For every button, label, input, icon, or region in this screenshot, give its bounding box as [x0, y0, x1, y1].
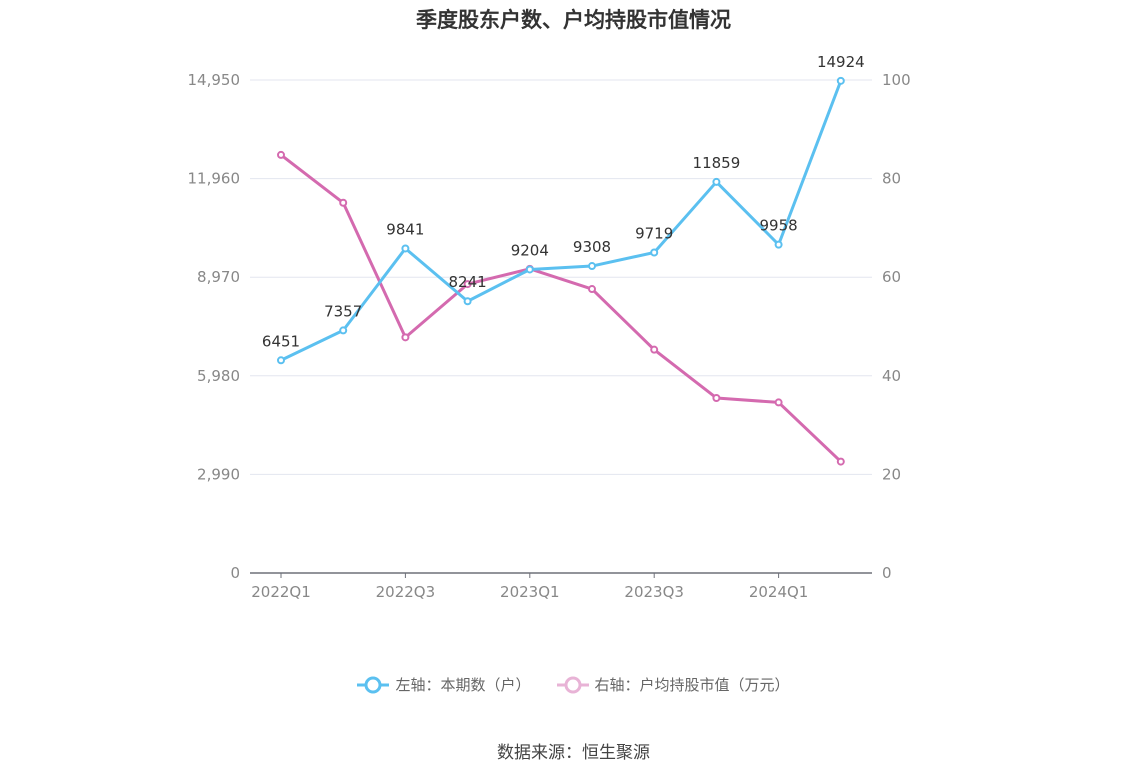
x-axis-tick-label: 2023Q3: [624, 583, 684, 601]
data-point-right[interactable]: [463, 280, 472, 289]
legend-item-left[interactable]: 左轴：本期数（户）: [357, 674, 531, 695]
left-axis-tick-label: 5,980: [197, 367, 240, 385]
data-point-left[interactable]: [525, 265, 534, 274]
data-point-right[interactable]: [401, 333, 410, 342]
right-axis-tick-label: 40: [882, 367, 901, 385]
data-point-right[interactable]: [588, 285, 596, 294]
data-point-right[interactable]: [712, 393, 721, 402]
data-label: 14924: [817, 53, 865, 71]
left-axis-tick-label: 14,950: [188, 71, 241, 89]
series-line-left: [280, 80, 843, 362]
x-axis-tick-label: 2024Q1: [749, 583, 809, 601]
x-axis-tick-label: 2022Q3: [376, 583, 436, 601]
left-axis-tick-label: 2,990: [197, 465, 240, 483]
data-labels: 6451 7357 9841 8241 9204 9308 9719 11859 9958 149…: [262, 53, 865, 350]
legend-label-right: 右轴：户均持股市值（万元）: [594, 676, 790, 694]
data-point-left[interactable]: [277, 356, 285, 365]
data-point-right[interactable]: [650, 345, 659, 354]
data-label: 11859: [693, 154, 741, 172]
data-point-left[interactable]: [836, 76, 845, 85]
data-label: 9308: [573, 238, 611, 256]
data-point-right[interactable]: [774, 398, 783, 407]
data-point-right[interactable]: [836, 457, 845, 466]
legend-swatch-pink-icon: [556, 676, 589, 693]
right-axis-tick-label: 80: [882, 170, 901, 188]
gridlines: [250, 79, 872, 475]
data-point-left[interactable]: [588, 262, 596, 271]
legend: 左轴：本期数（户） 右轴：户均持股市值（万元）: [0, 674, 1147, 695]
data-label: 9719: [635, 225, 673, 243]
right-axis-tick-label: 20: [882, 465, 901, 483]
legend-item-right[interactable]: 右轴：户均持股市值（万元）: [556, 674, 790, 695]
data-point-right[interactable]: [277, 150, 285, 159]
x-axis-tick-label: 2023Q1: [500, 583, 560, 601]
left-axis-tick-label: 0: [230, 564, 240, 582]
data-point-left[interactable]: [650, 248, 659, 257]
data-source: 数据来源：恒生聚源: [497, 743, 650, 763]
data-point-left[interactable]: [401, 244, 410, 253]
data-label: 8241: [449, 273, 487, 291]
data-label: 7357: [324, 302, 362, 320]
legend-label-left: 左轴：本期数（户）: [395, 676, 531, 694]
legend-swatch-blue-icon: [357, 676, 390, 693]
data-point-left[interactable]: [463, 297, 472, 306]
axes: 0 0 2,990 20 5,980 40 8,970 60 11,960 80 14,950 100…: [188, 71, 911, 601]
chart-title: 季度股东户数、户均持股市值情况: [416, 8, 731, 32]
data-label: 6451: [262, 332, 300, 350]
series-lines: [277, 76, 845, 466]
left-axis-tick-label: 8,970: [197, 268, 240, 286]
right-axis-tick-label: 60: [882, 268, 901, 286]
data-point-left[interactable]: [774, 240, 783, 249]
data-point-left[interactable]: [712, 177, 721, 186]
right-axis-tick-label: 0: [882, 564, 892, 582]
right-axis-tick-label: 100: [882, 71, 911, 89]
data-point-left[interactable]: [339, 326, 348, 335]
data-label: 9958: [760, 217, 798, 235]
data-point-right[interactable]: [339, 198, 348, 207]
data-label: 9841: [386, 220, 424, 238]
x-axis-tick-label: 2022Q1: [251, 583, 311, 601]
series-line-right: [280, 153, 842, 463]
left-axis-tick-label: 11,960: [188, 170, 241, 188]
data-label: 9204: [511, 241, 549, 259]
